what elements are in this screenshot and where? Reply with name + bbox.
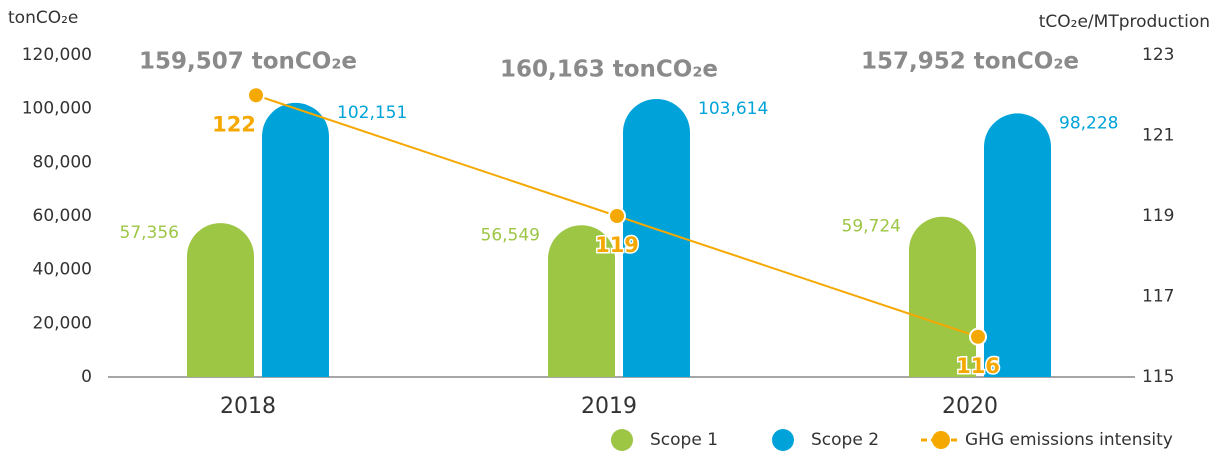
legend-marker [611, 429, 633, 451]
point-label: 116 [956, 354, 1000, 378]
line-point [247, 86, 265, 105]
value-label: 103,614 [698, 99, 768, 119]
x-tick-label: 2019 [581, 394, 637, 419]
value-label: 56,549 [481, 225, 540, 245]
total-annotation: 160,163 tonCO₂e [500, 57, 718, 83]
y2-tick-label: 117 [1142, 287, 1174, 307]
bar [187, 223, 254, 377]
value-label: 102,151 [337, 103, 407, 123]
line-point [969, 327, 987, 346]
value-label: 57,356 [120, 223, 179, 243]
y-tick-label: 60,000 [33, 206, 92, 226]
x-tick-label: 2020 [942, 394, 998, 419]
y2-tick-label: 121 [1142, 126, 1174, 146]
legend-label: Scope 1 [650, 430, 718, 450]
y2-tick-label: 115 [1142, 367, 1174, 387]
y-tick-label: 40,000 [33, 260, 92, 280]
point-label: 122 [212, 112, 256, 136]
legend-marker [772, 429, 794, 451]
line-point [608, 207, 626, 225]
legend-label: Scope 2 [811, 430, 879, 450]
value-label: 59,724 [842, 217, 901, 237]
bar [623, 98, 690, 378]
y-tick-label: 20,000 [33, 313, 92, 333]
y2-tick-label: 123 [1142, 45, 1174, 65]
y-tick-label: 80,000 [33, 152, 92, 172]
y-tick-label: 100,000 [22, 99, 92, 119]
legend-label: GHG emissions intensity [965, 430, 1173, 450]
x-tick-label: 2018 [220, 394, 276, 419]
bar [909, 216, 976, 377]
point-label: 119 [595, 233, 639, 257]
y-tick-label: 120,000 [22, 45, 92, 65]
total-annotation: 157,952 tonCO₂e [861, 49, 1079, 75]
y-tick-label: 0 [81, 367, 92, 387]
bar [262, 102, 329, 378]
total-annotation: 159,507 tonCO₂e [139, 49, 357, 75]
value-label: 98,228 [1059, 113, 1118, 133]
y2-tick-label: 119 [1142, 206, 1174, 226]
y-axis-label: tonCO₂e [8, 8, 78, 28]
bar [548, 225, 615, 377]
y2-axis-label: tCO₂e/MTproduction [1039, 12, 1210, 32]
legend-marker [932, 431, 950, 449]
bar [984, 113, 1051, 377]
